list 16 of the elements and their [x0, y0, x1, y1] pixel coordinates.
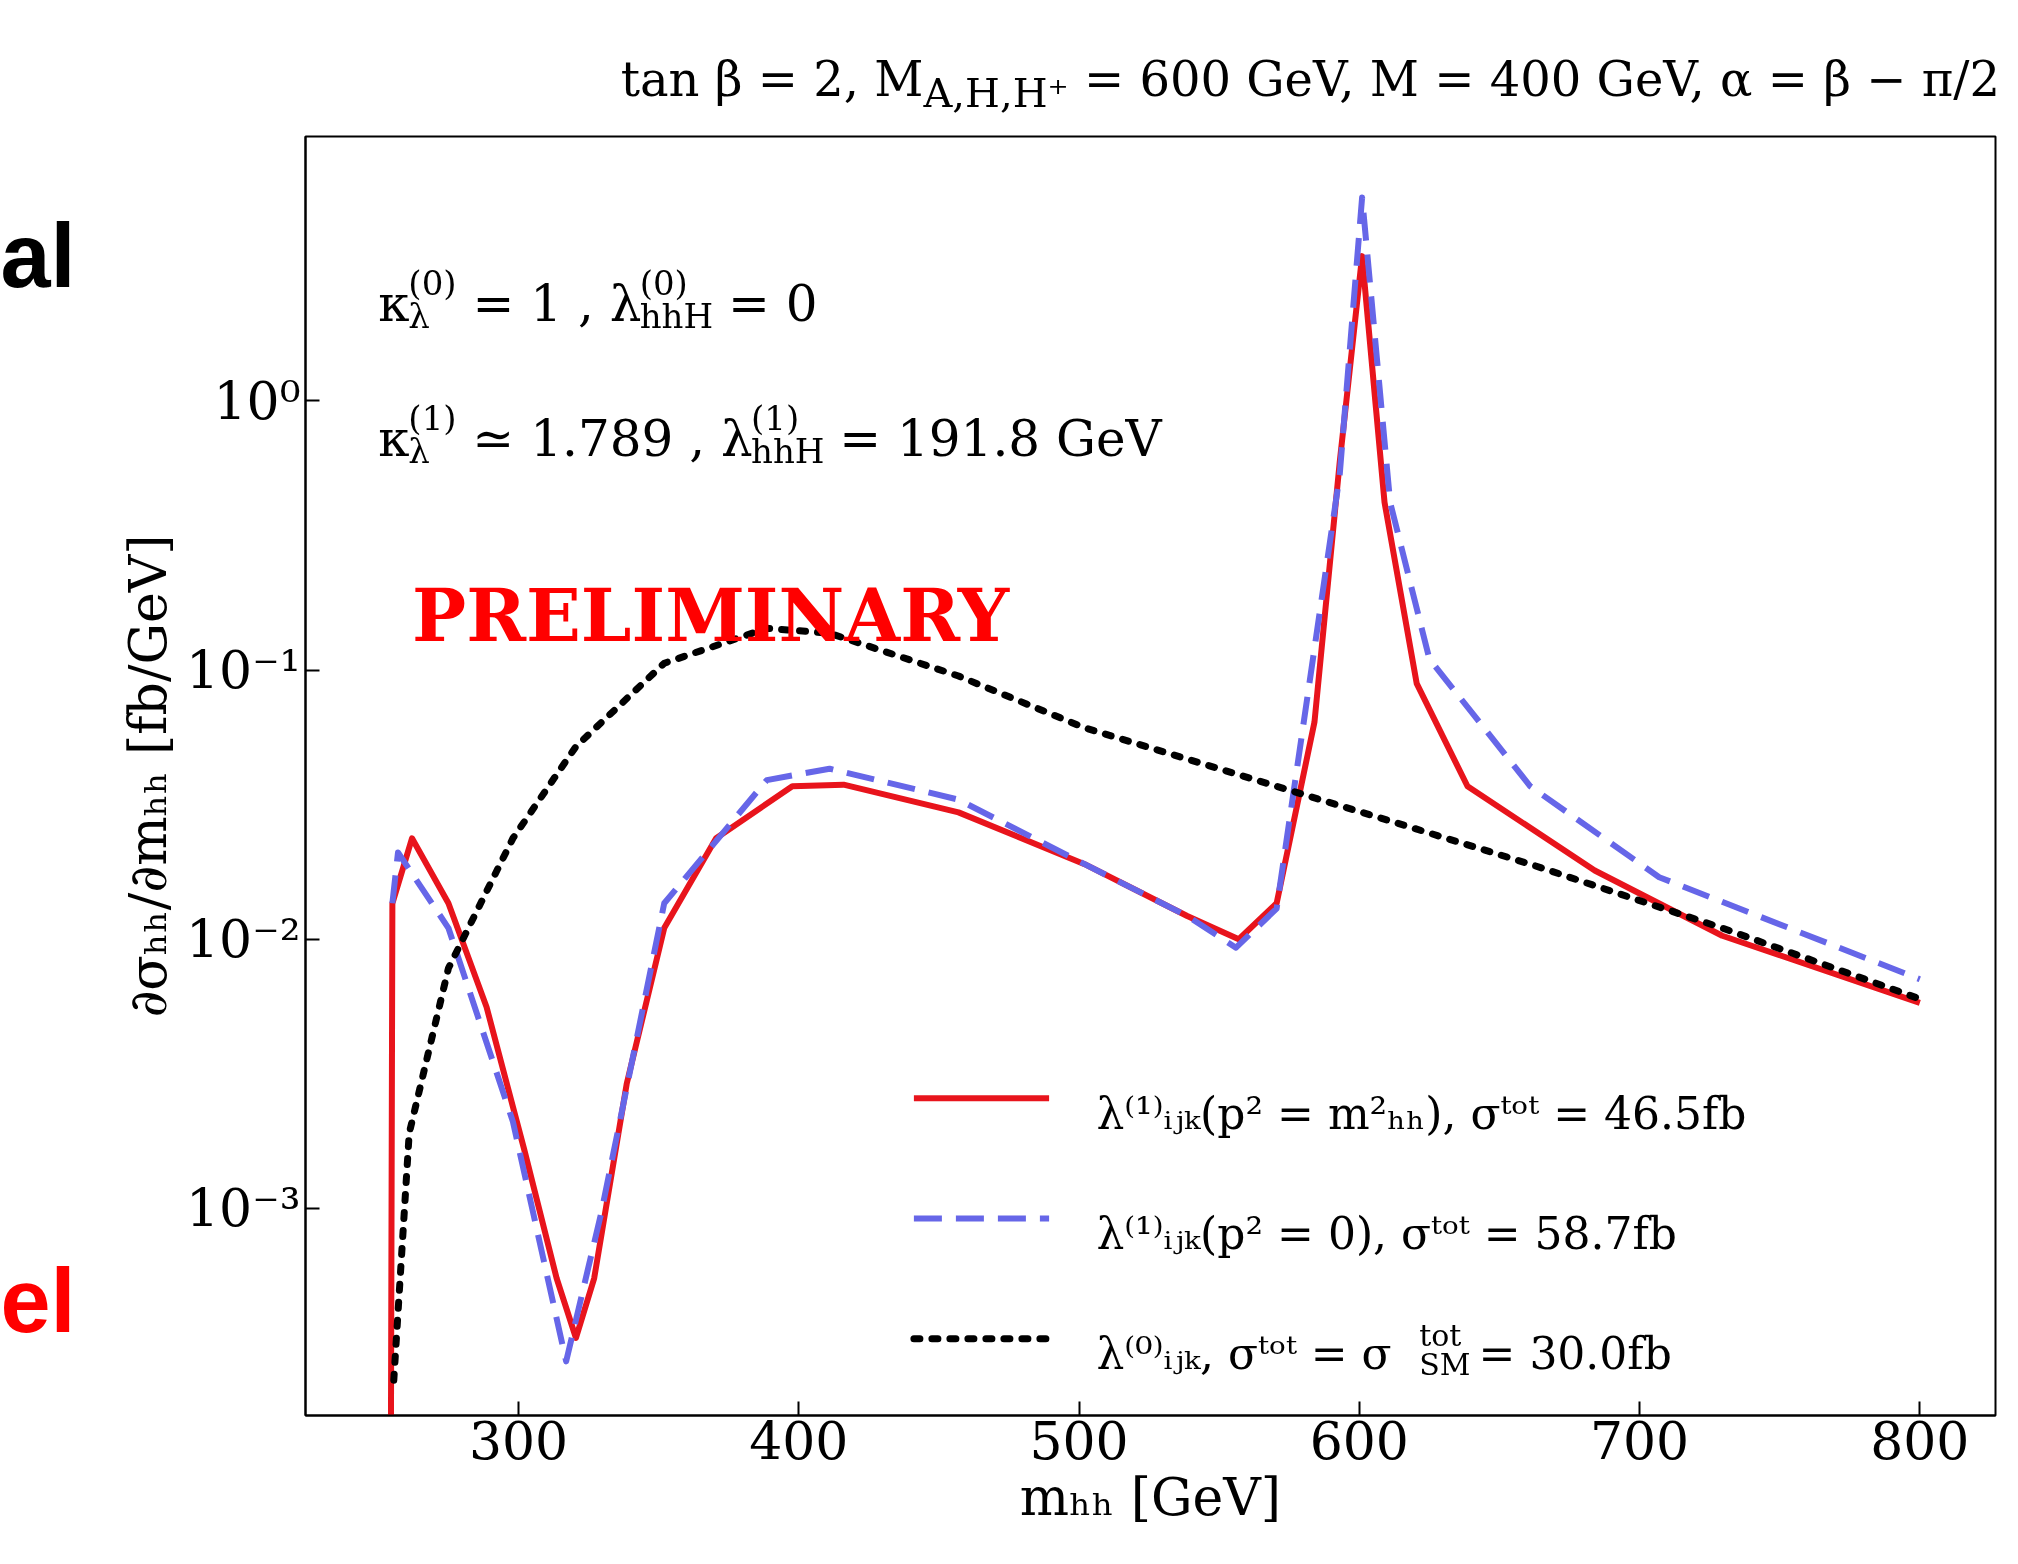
x-tick-label: 700 — [1589, 1410, 1690, 1471]
x-tick-label: 400 — [749, 1410, 849, 1471]
text: al — [0, 205, 76, 306]
x-tick-label: 600 — [1309, 1410, 1409, 1471]
y-axis-title: ∂σₕₕ/∂mₕₕ [fb/GeV] — [118, 534, 179, 1018]
legend-label: λ⁽¹⁾ᵢⱼₖ(p² = 0), σᵗᵒᵗ = 58.7fb — [1096, 1208, 1677, 1260]
y-tick-label: 10⁻³ — [186, 1178, 301, 1239]
text: el — [0, 1250, 76, 1351]
x-tick-label: 300 — [468, 1410, 569, 1471]
legend-label: λ⁽¹⁾ᵢⱼₖ(p² = m²ₕₕ), σᵗᵒᵗ = 46.5fb — [1096, 1087, 1747, 1139]
annotation: PRELIMINARY — [412, 572, 1011, 658]
x-tick-label: 800 — [1870, 1410, 1970, 1471]
y-tick-label: 10⁻¹ — [186, 640, 301, 701]
y-tick-label: 10⁰ — [213, 370, 301, 431]
y-tick-label: 10⁻² — [186, 909, 301, 970]
chart-title: tan β = 2, M$_{A,H,H⁺}$ = 600 GeV, M = 400 GeV, α = β − π/2 — [620, 50, 2000, 118]
